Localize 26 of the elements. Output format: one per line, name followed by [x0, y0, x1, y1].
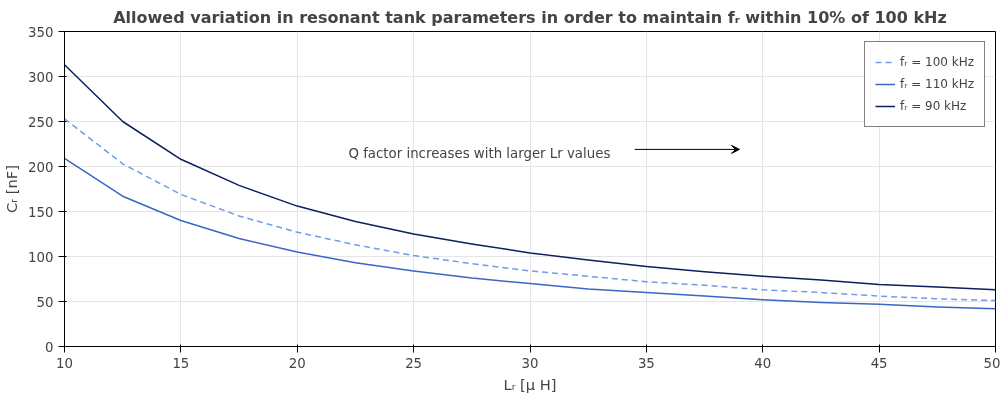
- x-tick-label: 40: [754, 355, 772, 371]
- chart-title: Allowed variation in resonant tank parameters in order to maintain fᵣ within 10% of 100 kHz: [113, 7, 947, 27]
- x-axis-title: Lᵣ [μ H]: [503, 375, 557, 393]
- line-series: [64, 118, 996, 302]
- x-tick-label: 35: [637, 355, 655, 371]
- x-tick-label: 45: [870, 355, 888, 371]
- x-tick-label: 20: [288, 355, 306, 371]
- x-tick-label: 30: [521, 355, 539, 371]
- y-tick-label: 0: [45, 339, 54, 355]
- y-tick-label: 350: [28, 24, 54, 40]
- y-tick-label: 300: [28, 69, 54, 85]
- y-axis-title: Cᵣ [nF]: [3, 165, 21, 213]
- legend-label: fᵣ = 110 kHz: [899, 77, 974, 91]
- y-tick-label: 250: [28, 114, 54, 130]
- legend-label: fᵣ = 100 kHz: [899, 55, 974, 69]
- x-tick-label: 15: [172, 355, 190, 371]
- y-tick-label: 100: [28, 249, 54, 265]
- x-tick-label: 50: [983, 355, 1001, 371]
- y-tick-label: 50: [36, 294, 54, 310]
- y-tick-label: 150: [28, 204, 54, 220]
- legend-label: fᵣ = 90 kHz: [899, 99, 967, 113]
- line-series: [64, 64, 996, 291]
- y-tick-label: 200: [28, 159, 54, 175]
- annotation: Q factor increases with larger Lr values: [348, 145, 611, 161]
- x-tick-label: 10: [56, 355, 73, 371]
- x-tick-label: 25: [405, 355, 423, 371]
